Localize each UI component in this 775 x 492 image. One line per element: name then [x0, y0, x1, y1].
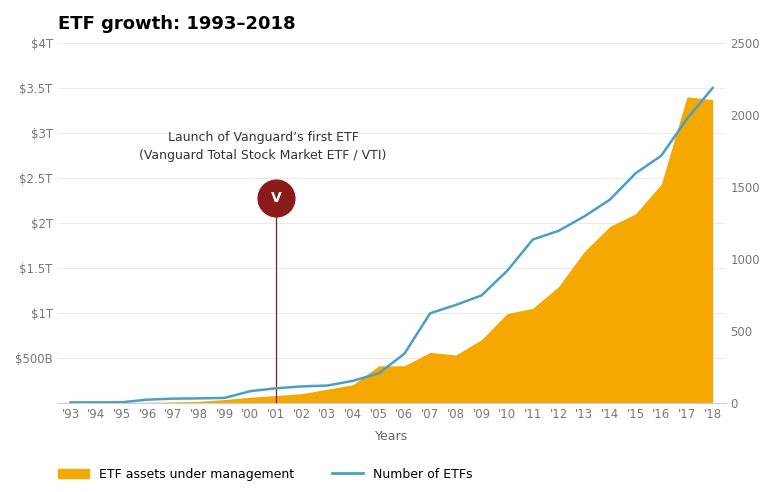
Text: V: V	[270, 190, 281, 205]
Text: ETF growth: 1993–2018: ETF growth: 1993–2018	[57, 15, 295, 33]
Text: Launch of Vanguard’s first ETF
(Vanguard Total Stock Market ETF / VTI): Launch of Vanguard’s first ETF (Vanguard…	[140, 130, 387, 161]
Point	[270, 194, 282, 202]
Legend: ETF assets under management, Number of ETFs: ETF assets under management, Number of E…	[53, 463, 477, 486]
X-axis label: Years: Years	[375, 430, 408, 443]
